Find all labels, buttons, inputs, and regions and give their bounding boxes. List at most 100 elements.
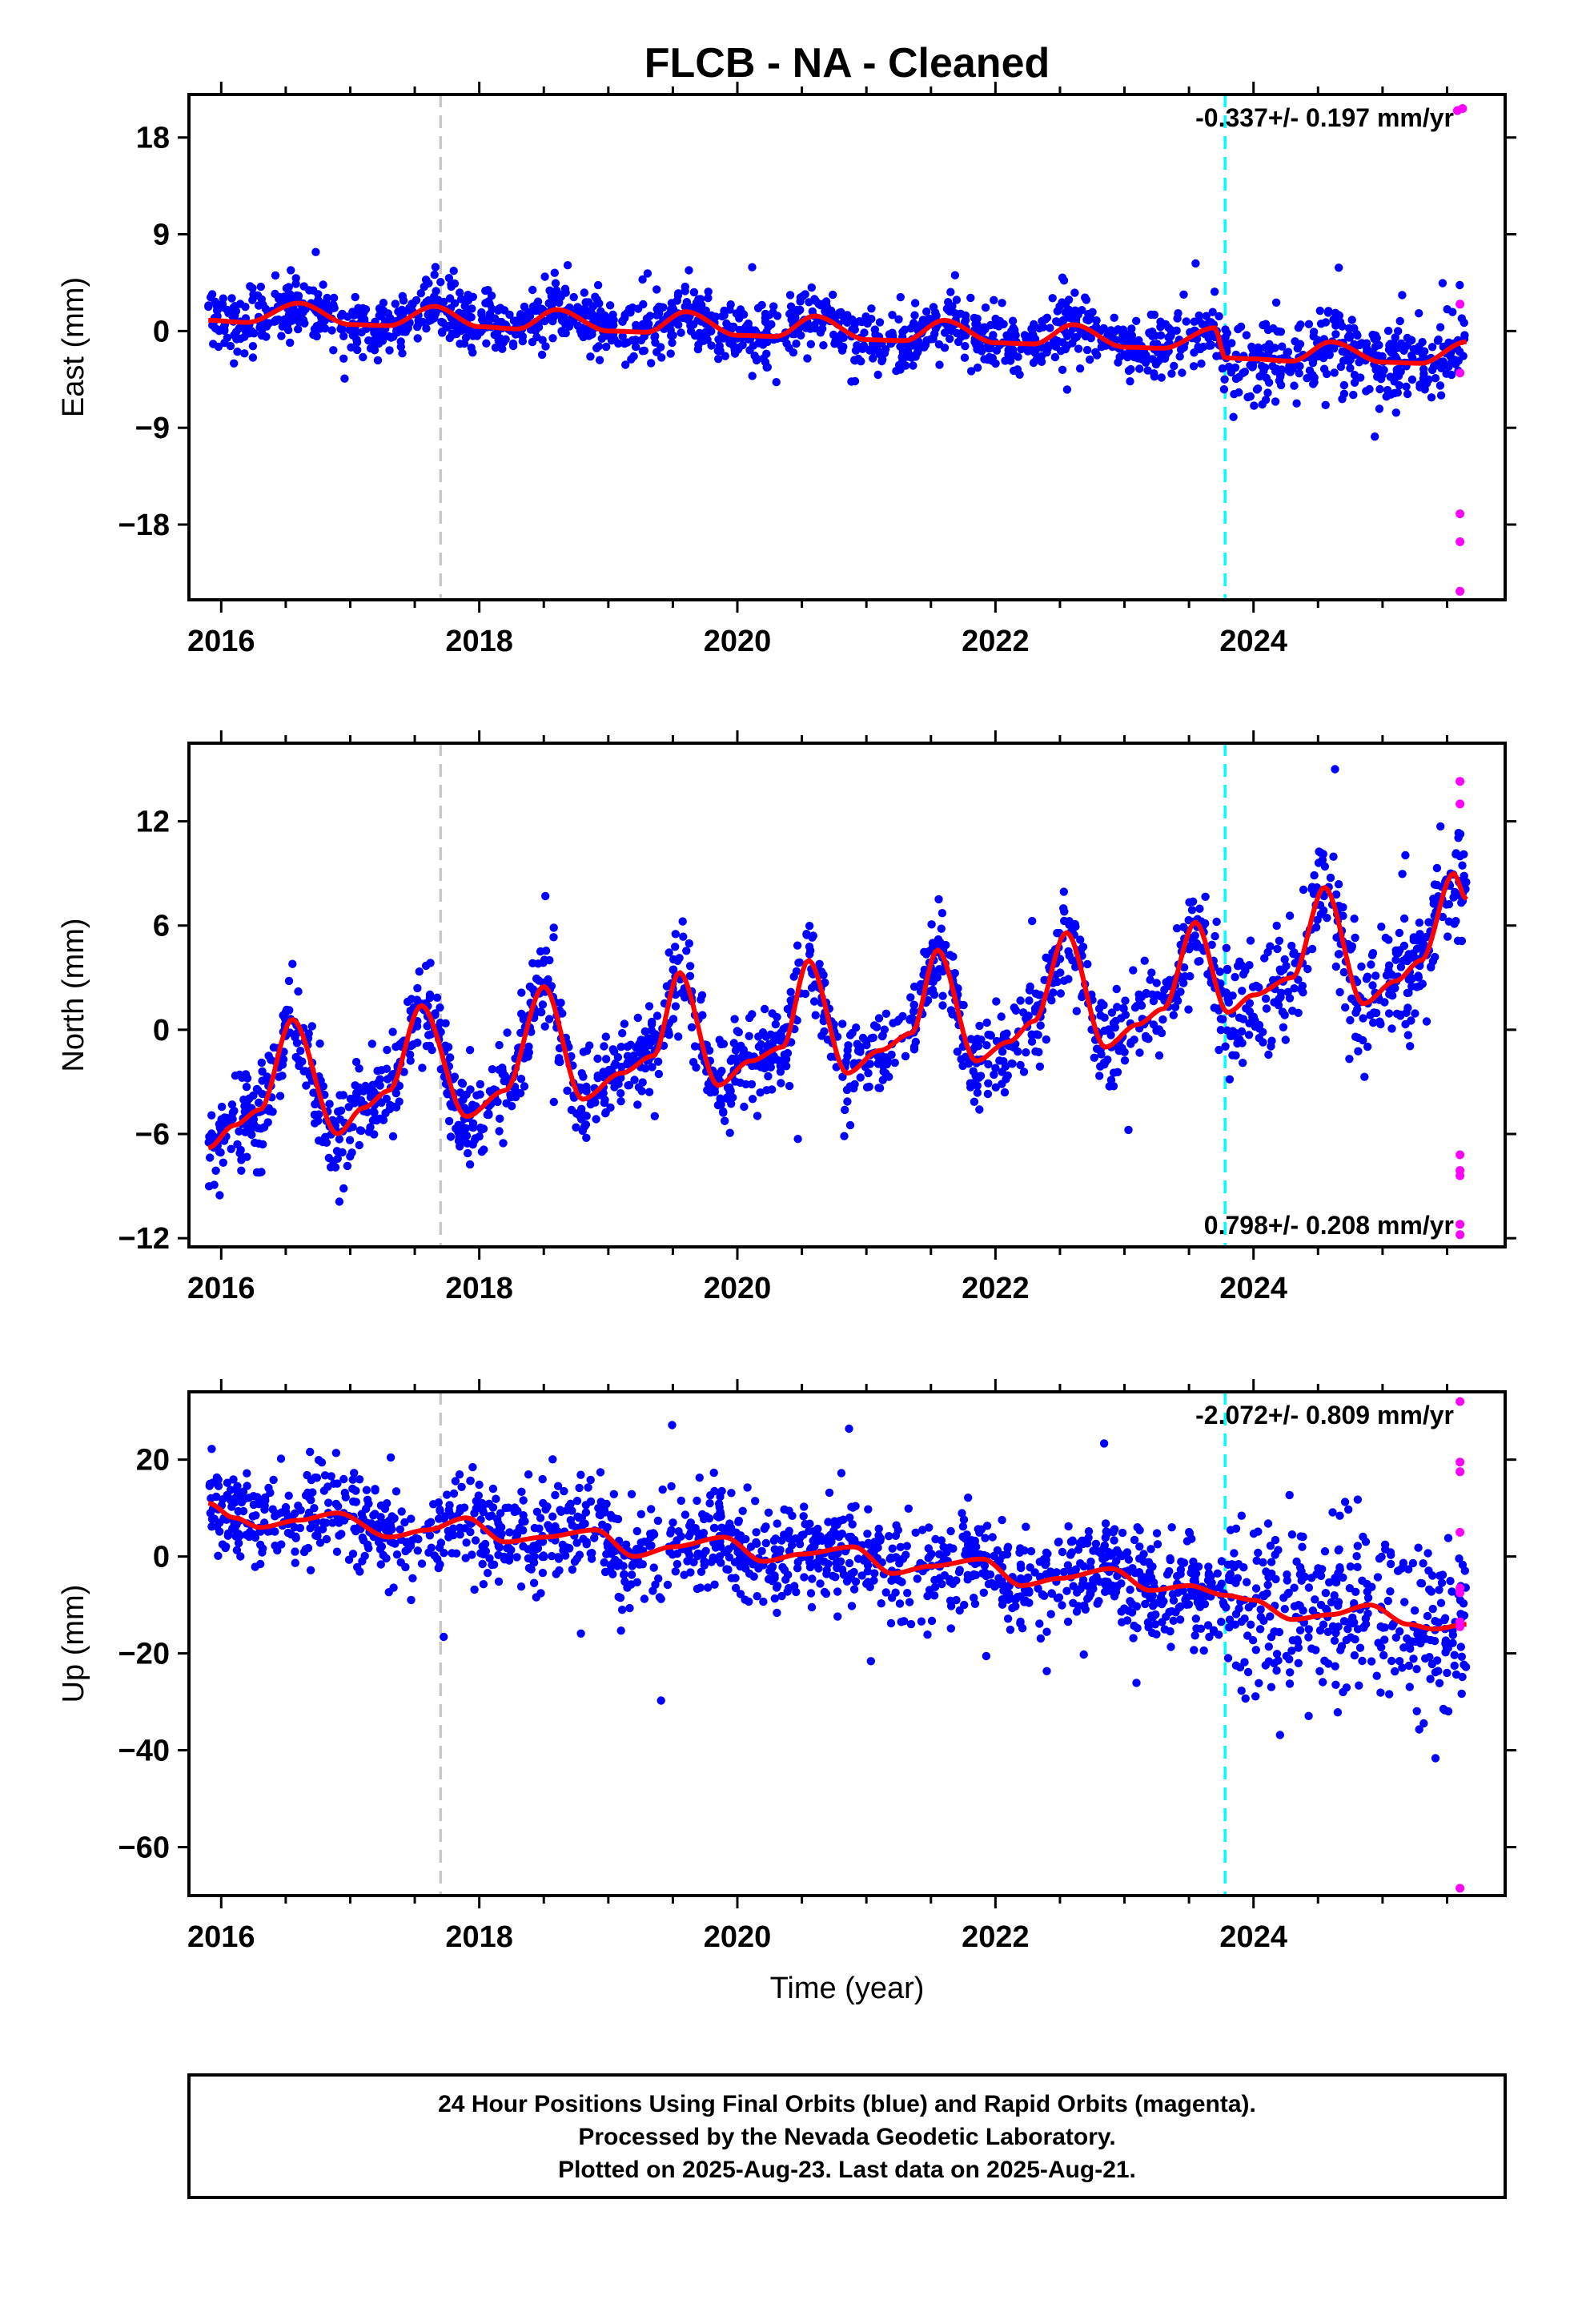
north-final-point xyxy=(1303,964,1312,974)
east-final-point xyxy=(327,326,336,335)
north-final-point xyxy=(618,1029,627,1038)
east-final-point xyxy=(640,346,648,356)
north-final-point xyxy=(254,1124,263,1133)
north-final-point xyxy=(207,1129,216,1138)
north-final-point xyxy=(307,1022,316,1031)
north-final-point xyxy=(716,1094,725,1103)
east-final-point xyxy=(540,272,549,281)
east-final-point xyxy=(920,343,929,352)
up-final-point xyxy=(425,1531,435,1540)
north-final-point xyxy=(1223,966,1232,975)
east-final-point xyxy=(1068,339,1077,348)
east-final-point xyxy=(1150,310,1159,320)
east-final-point xyxy=(904,352,913,361)
north-final-point xyxy=(1260,954,1269,963)
north-final-point xyxy=(726,1087,735,1096)
east-final-point xyxy=(1368,330,1377,340)
east-final-point xyxy=(271,271,280,280)
north-final-point xyxy=(1149,996,1158,1006)
north-rapid-point xyxy=(1456,1230,1465,1240)
north-final-point xyxy=(1113,1003,1122,1011)
east-final-point xyxy=(668,338,677,348)
east-final-point xyxy=(240,332,249,341)
north-final-point xyxy=(1391,983,1399,993)
up-final-point xyxy=(1355,1681,1363,1690)
north-final-point xyxy=(1436,822,1445,831)
east-final-point xyxy=(1207,340,1216,349)
east-final-point xyxy=(922,307,931,316)
north-final-point xyxy=(674,1032,683,1041)
east-final-point xyxy=(254,301,263,310)
north-final-point xyxy=(1195,957,1204,966)
east-final-point xyxy=(531,326,540,336)
east-final-point xyxy=(903,340,912,350)
east-final-point xyxy=(1324,307,1333,316)
north-final-point xyxy=(633,1042,642,1051)
east-final-point xyxy=(558,328,567,338)
up-final-point xyxy=(813,1524,822,1534)
north-final-point xyxy=(817,1031,826,1040)
up-final-point xyxy=(1126,1597,1134,1606)
north-final-point xyxy=(906,993,915,1002)
east-final-point xyxy=(1166,332,1175,341)
up-final-point xyxy=(436,1506,444,1514)
east-final-point xyxy=(643,269,652,278)
east-final-point xyxy=(1231,374,1241,384)
east-final-point xyxy=(685,266,693,275)
north-final-point xyxy=(278,1060,287,1069)
up-final-point xyxy=(1251,1584,1261,1593)
east-final-point xyxy=(1052,317,1062,326)
east-rapid-point xyxy=(1456,537,1465,546)
north-final-point xyxy=(732,1055,741,1065)
up-final-point xyxy=(998,1515,1006,1525)
north-final-point xyxy=(366,1088,375,1098)
up-final-point xyxy=(1428,1604,1437,1614)
north-final-point xyxy=(517,988,526,997)
east-final-point xyxy=(336,312,346,320)
north-final-point xyxy=(1290,984,1299,993)
north-final-point xyxy=(1432,863,1442,873)
east-final-point xyxy=(1335,263,1343,272)
up-final-point xyxy=(716,1492,725,1502)
north-final-point xyxy=(1238,1039,1247,1047)
up-final-point xyxy=(512,1529,521,1538)
north-final-point xyxy=(1031,1047,1040,1056)
up-final-point xyxy=(1020,1546,1029,1555)
north-final-point xyxy=(1068,956,1077,965)
east-final-point xyxy=(385,346,394,355)
east-final-point xyxy=(833,335,843,344)
north-final-point xyxy=(692,1063,701,1072)
north-final-point xyxy=(498,1070,507,1079)
north-final-point xyxy=(428,1045,436,1055)
up-final-point xyxy=(1191,1631,1199,1640)
north-final-point xyxy=(767,1085,777,1094)
east-final-point xyxy=(291,274,300,283)
east-final-point xyxy=(1247,342,1256,352)
east-final-point xyxy=(1350,340,1359,349)
north-final-point xyxy=(845,1031,855,1039)
up-final-point xyxy=(1241,1694,1250,1703)
east-final-point xyxy=(652,285,661,294)
up-final-point xyxy=(937,1536,946,1545)
east-final-point xyxy=(1391,408,1401,417)
north-final-point xyxy=(443,1090,452,1099)
east-final-point xyxy=(1392,369,1402,378)
north-final-point xyxy=(343,1161,352,1171)
east-final-point xyxy=(1305,366,1315,375)
north-final-point xyxy=(793,1016,801,1025)
north-ylabel: North (mm) xyxy=(57,918,90,1072)
north-final-point xyxy=(1462,878,1471,887)
north-final-point xyxy=(1294,1008,1303,1018)
east-final-point xyxy=(1407,351,1416,360)
up-final-point xyxy=(478,1559,487,1569)
up-final-point xyxy=(980,1561,990,1570)
east-final-point xyxy=(1383,326,1393,336)
north-final-point xyxy=(555,1054,564,1063)
north-final-point xyxy=(938,909,947,918)
north-final-point xyxy=(1275,965,1284,974)
up-final-point xyxy=(245,1532,254,1542)
up-final-point xyxy=(1426,1675,1435,1683)
north-final-point xyxy=(315,1136,323,1145)
north-final-point xyxy=(480,1145,488,1154)
east-final-point xyxy=(889,332,897,340)
